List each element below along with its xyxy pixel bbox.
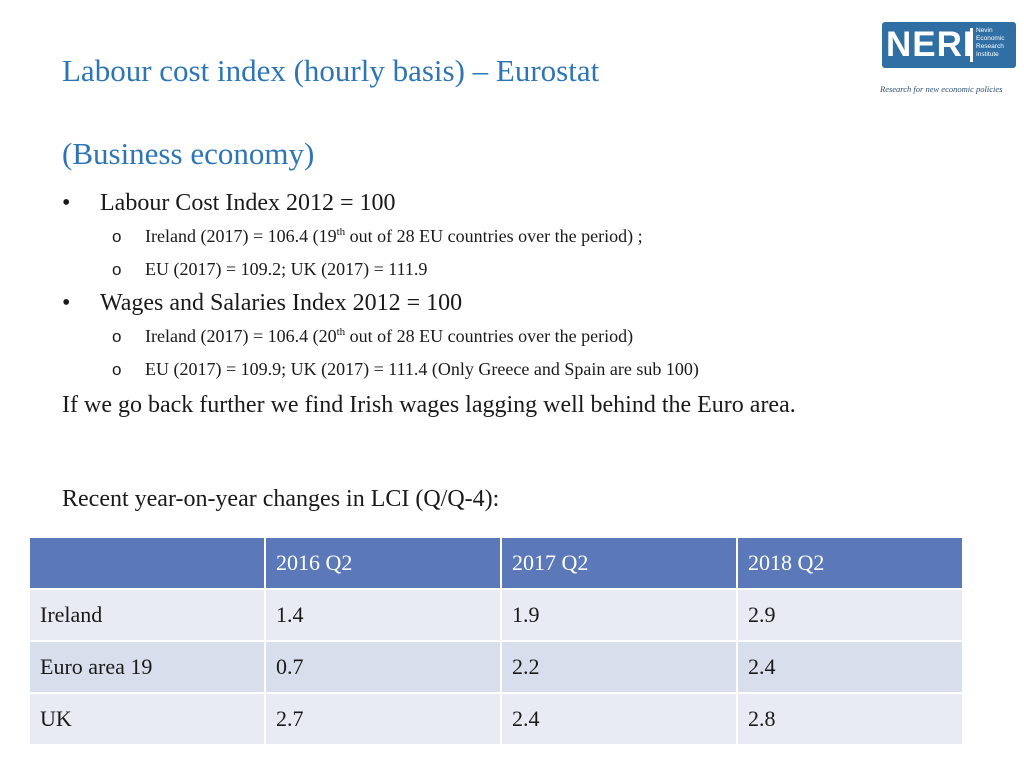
table-header-cell: 2016 Q2 xyxy=(264,536,502,590)
bullet-dot-icon: • xyxy=(62,190,71,216)
circle-bullet-icon: o xyxy=(112,227,122,246)
subbullet-text: EU (2017) = 109.9; UK (2017) = 111.4 (On… xyxy=(145,359,699,379)
logo-divider xyxy=(970,28,973,62)
bullet-wsi-heading: • Wages and Salaries Index 2012 = 100 xyxy=(62,286,1002,320)
bullet-lci-heading: • Labour Cost Index 2012 = 100 xyxy=(62,186,1002,220)
slide-subtitle: (Business economy) xyxy=(62,136,315,171)
subbullet-text: EU (2017) = 109.2; UK (2017) = 111.9 xyxy=(145,259,428,279)
subbullet-lci-eu-uk: o EU (2017) = 109.2; UK (2017) = 111.9 xyxy=(62,253,1002,286)
circle-bullet-icon: o xyxy=(112,260,122,279)
bullet-text: Labour Cost Index 2012 = 100 xyxy=(100,190,396,216)
logo-line-4: Institute xyxy=(976,51,999,58)
subbullet-wsi-eu-uk: o EU (2017) = 109.9; UK (2017) = 111.4 (… xyxy=(62,353,1002,386)
subbullet-text-b: out of 28 EU countries over the period) … xyxy=(345,226,643,246)
table-cell: 2.2 xyxy=(500,640,738,694)
table-header-row: 2016 Q2 2017 Q2 2018 Q2 xyxy=(28,536,964,590)
bullet-dot-icon: • xyxy=(62,290,71,316)
logo-institute-name: Nevin Economic Research Institute xyxy=(976,27,1005,59)
subbullet-text-a: Ireland (2017) = 106.4 (20 xyxy=(145,326,337,346)
table-row: Ireland 1.4 1.9 2.9 xyxy=(28,588,964,642)
table-cell: 0.7 xyxy=(264,640,502,694)
logo-line-1: Nevin xyxy=(976,27,993,34)
logo-box xyxy=(882,22,1016,68)
lci-table: 2016 Q2 2017 Q2 2018 Q2 Ireland 1.4 1.9 … xyxy=(28,536,964,746)
table-cell: 2.8 xyxy=(736,692,964,746)
subbullet-text-b: out of 28 EU countries over the period) xyxy=(345,326,634,346)
logo-line-2: Economic xyxy=(976,35,1005,42)
logo-wordmark: NERI xyxy=(886,25,974,64)
table-cell-country: Euro area 19 xyxy=(28,640,266,694)
table-cell: 1.9 xyxy=(500,588,738,642)
slide-title: Labour cost index (hourly basis) – Euros… xyxy=(62,53,600,88)
table-cell: 2.4 xyxy=(500,692,738,746)
subbullet-wsi-ireland: o Ireland (2017) = 106.4 (20th out of 28… xyxy=(62,320,1002,353)
ordinal-suffix: th xyxy=(336,226,346,238)
bullet-list: • Labour Cost Index 2012 = 100 o Ireland… xyxy=(62,186,1002,422)
recent-changes-heading: Recent year-on-year changes in LCI (Q/Q-… xyxy=(62,486,500,512)
table-cell: 2.7 xyxy=(264,692,502,746)
ordinal-suffix: th xyxy=(336,326,346,338)
logo-line-3: Research xyxy=(976,43,1004,50)
table-cell: 2.9 xyxy=(736,588,964,642)
subbullet-lci-ireland: o Ireland (2017) = 106.4 (19th out of 28… xyxy=(62,220,1002,253)
neri-logo: NERI Nevin Economic Research Institute R… xyxy=(880,22,1020,98)
circle-bullet-icon: o xyxy=(112,327,122,346)
table-cell-country: Ireland xyxy=(28,588,266,642)
circle-bullet-icon: o xyxy=(112,360,122,379)
subbullet-text-a: Ireland (2017) = 106.4 (19 xyxy=(145,226,337,246)
table-cell: 2.4 xyxy=(736,640,964,694)
table-header-cell xyxy=(28,536,266,590)
table-cell: 1.4 xyxy=(264,588,502,642)
table-row: Euro area 19 0.7 2.2 2.4 xyxy=(28,640,964,694)
bullet-text: Wages and Salaries Index 2012 = 100 xyxy=(100,290,463,316)
table-header-cell: 2017 Q2 xyxy=(500,536,738,590)
logo-tagline: Research for new economic policies xyxy=(880,84,1003,94)
table-cell-country: UK xyxy=(28,692,266,746)
table-header-cell: 2018 Q2 xyxy=(736,536,964,590)
paragraph-irish-wages: If we go back further we find Irish wage… xyxy=(62,392,796,418)
table-row: UK 2.7 2.4 2.8 xyxy=(28,692,964,746)
